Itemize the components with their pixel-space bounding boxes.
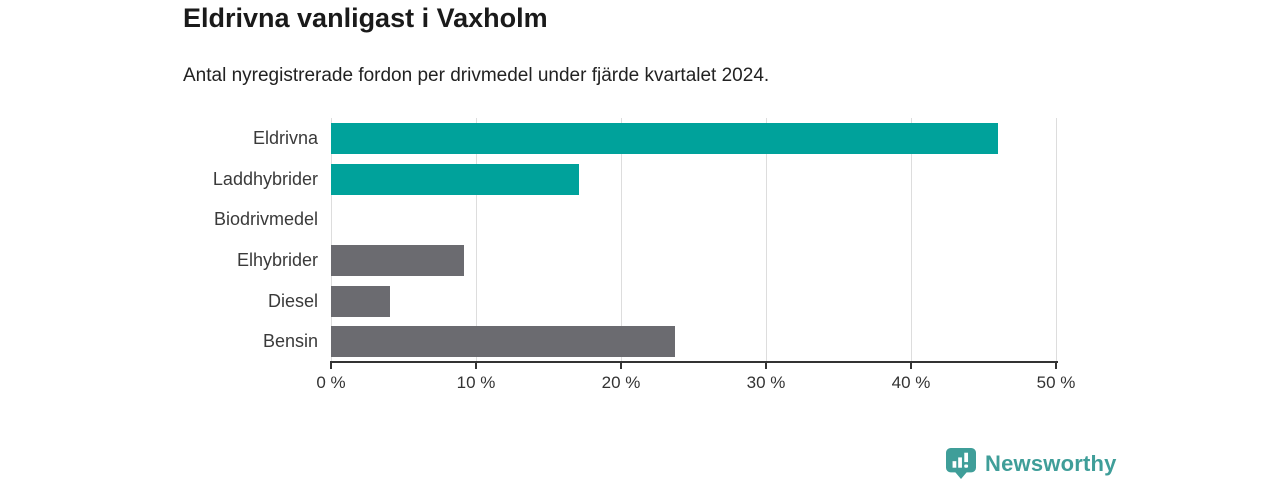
chart-title: Eldrivna vanligast i Vaxholm: [183, 3, 548, 33]
gridline: [331, 118, 332, 362]
x-tick-label: 20 %: [601, 373, 641, 392]
x-tick-label: 40 %: [891, 373, 931, 392]
bar: [331, 285, 391, 317]
x-axis-line: [330, 361, 1058, 363]
category-label: Diesel: [267, 290, 318, 311]
category-label: Elhybrider: [236, 250, 318, 270]
newsworthy-logo-text: Newsworthy: [985, 450, 1117, 476]
x-tick-label: 50 %: [1036, 373, 1076, 392]
gridline: [476, 118, 477, 362]
x-tick: [765, 361, 767, 369]
bar: [331, 244, 465, 276]
bar: [331, 163, 579, 195]
gridline: [1056, 118, 1057, 362]
category-label: Laddhybrider: [212, 168, 318, 189]
bar: [331, 326, 675, 358]
x-tick: [1055, 361, 1057, 369]
category-label: Eldrivna: [252, 128, 318, 148]
x-tick-label: 30 %: [746, 373, 786, 392]
gridline: [766, 118, 767, 362]
newsworthy-logo-icon: [946, 448, 976, 479]
x-tick-label: 10 %: [456, 373, 496, 392]
x-tick: [620, 361, 622, 369]
category-label: Biodrivmedel: [213, 209, 318, 230]
plot-area: Eldrivna Laddhybrider Biodrivmedel Elhybrid…: [213, 118, 1075, 392]
x-tick: [910, 361, 912, 369]
bar: [331, 122, 998, 154]
x-tick: [330, 361, 332, 369]
gridline: [621, 118, 622, 362]
chart-subtitle: Antal nyregistrerade fordon per drivmede…: [183, 65, 770, 86]
x-tick-label: 0 %: [316, 373, 346, 392]
category-label: Bensin: [262, 331, 318, 352]
x-tick: [475, 361, 477, 369]
gridline: [911, 118, 912, 362]
newsworthy-logo: Newsworthy: [946, 448, 1117, 479]
